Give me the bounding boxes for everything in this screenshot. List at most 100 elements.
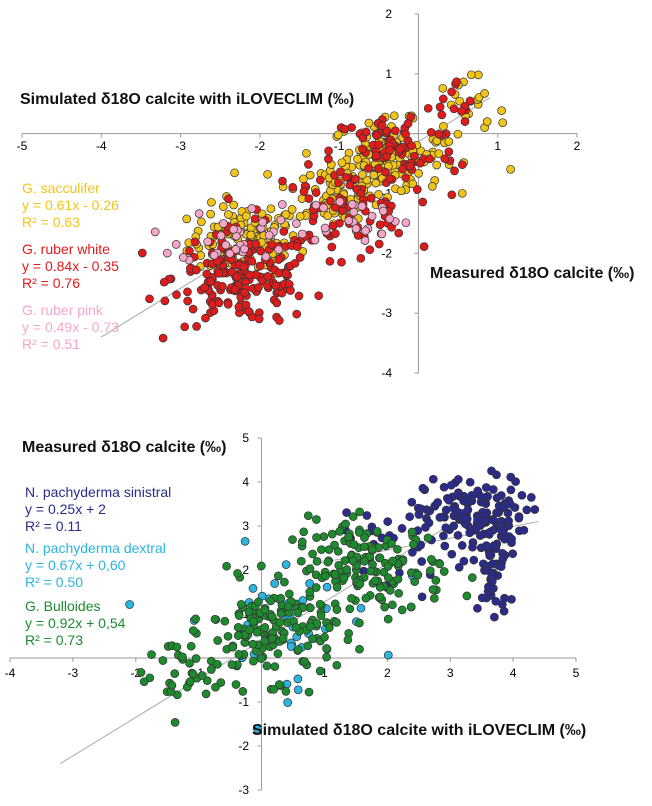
chart2-x-axis-label: Simulated δ18O calcite with iLOVECLIM (‰… xyxy=(252,722,586,739)
chart2-point-g-bulloides xyxy=(348,556,358,566)
chart1-point-g-sacculifer xyxy=(246,230,256,240)
chart1-point-g-sacculifer xyxy=(498,118,508,128)
chart2-point-n-pachyderma-sinistral xyxy=(517,490,527,500)
chart2-point-g-bulloides xyxy=(316,611,326,621)
chart1-point-g-ruber-pink xyxy=(258,217,268,227)
chart2-point-n-pachyderma-sinistral xyxy=(407,497,417,507)
chart1-point-g-ruber-white xyxy=(385,145,394,155)
chart1-point-g-ruber-white xyxy=(407,141,416,151)
chart2-y-tick-label: 2 xyxy=(242,563,249,577)
chart2-point-n-pachyderma-sinistral xyxy=(526,493,536,502)
chart2-y-tick-label: 3 xyxy=(242,519,249,533)
chart1-point-g-sacculifer xyxy=(323,211,333,221)
chart1-point-g-ruber-white xyxy=(450,166,459,176)
chart1-point-g-sacculifer xyxy=(466,70,476,80)
chart1-point-g-ruber-white xyxy=(294,291,304,301)
chart2-point-g-bulloides xyxy=(260,623,270,632)
chart2-point-n-pachyderma-sinistral xyxy=(506,472,516,482)
chart2-point-g-bulloides xyxy=(330,570,340,579)
chart1-point-g-ruber-white xyxy=(202,269,212,279)
chart1-point-g-sacculifer xyxy=(266,204,276,214)
chart1-point-g-ruber-white xyxy=(223,299,233,309)
chart1-point-g-sacculifer xyxy=(438,83,448,93)
chart2-point-g-bulloides xyxy=(355,644,364,654)
chart1-point-g-ruber-white xyxy=(438,94,448,104)
chart2-point-g-bulloides xyxy=(361,593,371,603)
chart1-y-axis-label: Simulated δ18O calcite with iLOVECLIM (‰… xyxy=(20,91,354,108)
chart2-point-g-bulloides xyxy=(249,617,258,626)
chart1-y-tick-label: -2 xyxy=(381,246,392,260)
chart1-point-g-sacculifer xyxy=(337,158,347,168)
chart2-point-g-bulloides xyxy=(231,680,241,689)
chart2-point-g-bulloides xyxy=(342,565,352,574)
chart2-point-g-bulloides xyxy=(355,507,364,517)
chart2-r2-dextral: R² = 0.50 xyxy=(25,574,83,590)
chart2-eq-bulloides: y = 0.92x + 0,54 xyxy=(25,615,126,631)
chart2-point-n-pachyderma-sinistral xyxy=(417,592,427,602)
chart1-point-g-ruber-white xyxy=(457,106,466,116)
chart1-point-g-sacculifer xyxy=(333,130,343,140)
chart1-eq-ruber-white: y = 0.84x - 0.35 xyxy=(22,258,119,274)
chart2-point-g-bulloides xyxy=(347,593,356,603)
chart1-point-g-ruber-white xyxy=(254,314,264,324)
chart1-point-g-ruber-white xyxy=(412,185,422,194)
chart1-point-g-ruber-white xyxy=(247,256,257,266)
chart1-point-g-ruber-white xyxy=(183,287,192,297)
chart1-point-g-sacculifer xyxy=(295,211,305,221)
chart1-point-g-ruber-white xyxy=(232,272,242,282)
chart1-point-g-ruber-pink xyxy=(150,227,160,237)
chart1-point-g-ruber-white xyxy=(295,253,305,262)
chart2-point-n-pachyderma-sinistral xyxy=(459,556,469,566)
chart2-point-g-bulloides xyxy=(308,549,317,559)
chart1-legend-sacculifer: G. sacculifer xyxy=(22,180,100,196)
chart2-point-n-pachyderma-dextral xyxy=(240,536,250,546)
chart2-point-g-bulloides xyxy=(139,677,149,687)
chart1-point-g-sacculifer xyxy=(482,117,492,126)
chart1-point-g-ruber-white xyxy=(191,265,201,275)
chart2-point-g-bulloides xyxy=(227,660,237,669)
chart2-point-n-pachyderma-sinistral xyxy=(473,486,483,496)
chart2-point-g-bulloides xyxy=(260,636,269,646)
chart1-eq-sacculifer: y = 0.61x - 0.26 xyxy=(22,197,119,213)
chart2-point-g-bulloides xyxy=(339,573,349,583)
chart1-point-g-ruber-white xyxy=(394,228,404,238)
chart2-point-g-bulloides xyxy=(236,599,246,609)
chart2-point-g-bulloides xyxy=(284,589,294,599)
chart1-point-g-sacculifer xyxy=(389,111,399,121)
chart2-point-g-bulloides xyxy=(244,607,254,617)
chart2-legend-bulloides: G. Bulloides xyxy=(25,598,100,614)
chart1-point-g-sacculifer xyxy=(453,129,463,139)
chart1-point-g-ruber-white xyxy=(415,158,425,168)
chart1-point-g-ruber-white xyxy=(403,119,413,128)
chart1-point-g-ruber-white xyxy=(373,164,383,173)
chart1-point-g-sacculifer xyxy=(371,178,381,188)
chart1-x-tick-label: -5 xyxy=(17,139,28,153)
chart1-point-g-ruber-white xyxy=(311,188,321,197)
chart1-point-g-ruber-white xyxy=(435,102,445,112)
chart1-point-g-sacculifer xyxy=(457,188,467,198)
chart2-point-n-pachyderma-sinistral xyxy=(453,530,463,540)
chart2-point-n-pachyderma-dextral xyxy=(125,600,134,609)
chart1-point-g-ruber-white xyxy=(315,175,325,185)
chart2-point-n-pachyderma-sinistral xyxy=(488,485,498,494)
chart1-r2-sacculifer: R² = 0.63 xyxy=(22,214,80,230)
chart2-point-g-bulloides xyxy=(311,583,321,592)
chart2-point-g-bulloides xyxy=(360,533,369,543)
chart2-point-g-bulloides xyxy=(327,529,337,539)
chart1-point-g-ruber-white xyxy=(452,77,461,87)
chart2-r2-bulloides: R² = 0.73 xyxy=(25,632,83,648)
chart2-point-n-pachyderma-sinistral xyxy=(499,503,509,513)
chart1-point-g-sacculifer xyxy=(369,170,379,180)
chart2-point-g-bulloides xyxy=(267,612,277,621)
chart2-point-n-pachyderma-sinistral xyxy=(413,503,423,513)
chart1-point-g-ruber-white xyxy=(256,246,265,256)
chart1-point-g-ruber-white xyxy=(350,174,360,184)
chart2-point-n-pachyderma-dextral xyxy=(322,582,332,592)
chart1-point-g-ruber-white xyxy=(423,103,433,113)
chart2-point-n-pachyderma-sinistral xyxy=(483,529,493,538)
chart2-point-g-bulloides xyxy=(348,512,358,521)
chart1-point-g-ruber-white xyxy=(180,322,190,332)
chart1-point-g-sacculifer xyxy=(207,197,216,207)
chart2-point-g-bulloides xyxy=(305,564,315,574)
chart1-point-g-ruber-white xyxy=(240,288,250,297)
